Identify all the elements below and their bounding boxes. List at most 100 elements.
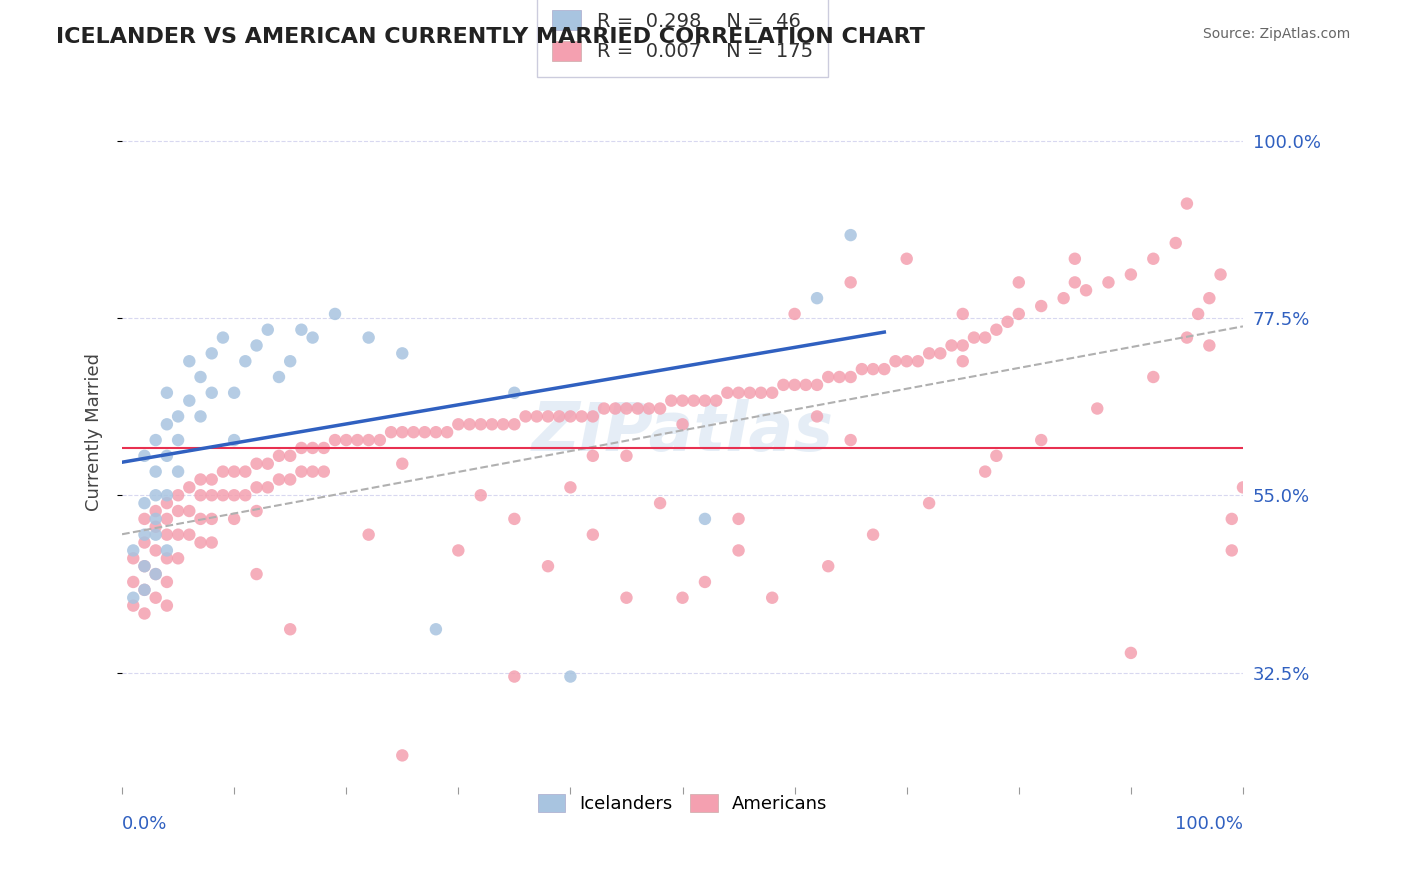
Point bbox=[1175, 196, 1198, 211]
Point bbox=[839, 433, 862, 447]
Y-axis label: Currently Married: Currently Married bbox=[86, 353, 103, 511]
Point bbox=[537, 559, 560, 574]
Point bbox=[963, 330, 986, 344]
Point bbox=[817, 370, 839, 384]
Point bbox=[772, 377, 794, 392]
Text: ICELANDER VS AMERICAN CURRENTLY MARRIED CORRELATION CHART: ICELANDER VS AMERICAN CURRENTLY MARRIED … bbox=[56, 27, 925, 46]
Point bbox=[851, 362, 873, 376]
Point bbox=[470, 417, 492, 432]
Point bbox=[783, 307, 806, 321]
Point bbox=[391, 346, 413, 360]
Point bbox=[828, 370, 851, 384]
Point bbox=[134, 559, 156, 574]
Point bbox=[212, 465, 235, 479]
Point bbox=[145, 512, 167, 526]
Point bbox=[1220, 512, 1243, 526]
Point bbox=[896, 354, 918, 368]
Point bbox=[682, 393, 704, 408]
Point bbox=[156, 417, 179, 432]
Point bbox=[918, 346, 941, 360]
Point bbox=[716, 385, 738, 400]
Point bbox=[380, 425, 402, 440]
Point bbox=[1063, 252, 1085, 266]
Point bbox=[986, 323, 1008, 337]
Point bbox=[761, 591, 783, 605]
Point bbox=[671, 591, 693, 605]
Point bbox=[537, 409, 560, 424]
Point bbox=[560, 669, 582, 683]
Point bbox=[335, 433, 357, 447]
Point bbox=[605, 401, 627, 416]
Point bbox=[671, 393, 693, 408]
Point bbox=[839, 228, 862, 243]
Point bbox=[290, 441, 312, 455]
Point bbox=[839, 276, 862, 290]
Point bbox=[470, 488, 492, 502]
Point bbox=[391, 457, 413, 471]
Point bbox=[627, 401, 650, 416]
Point bbox=[122, 574, 145, 589]
Point bbox=[179, 354, 201, 368]
Point bbox=[156, 385, 179, 400]
Point bbox=[526, 409, 548, 424]
Point bbox=[224, 385, 246, 400]
Point bbox=[704, 393, 727, 408]
Point bbox=[190, 370, 212, 384]
Point bbox=[156, 488, 179, 502]
Point bbox=[201, 385, 224, 400]
Point bbox=[582, 409, 605, 424]
Point bbox=[1031, 299, 1053, 313]
Point bbox=[616, 591, 638, 605]
Point bbox=[1119, 268, 1142, 282]
Point bbox=[693, 393, 716, 408]
Point bbox=[301, 465, 323, 479]
Point bbox=[256, 480, 278, 494]
Point bbox=[190, 488, 212, 502]
Point bbox=[1142, 252, 1164, 266]
Point bbox=[515, 409, 537, 424]
Point bbox=[145, 488, 167, 502]
Point bbox=[256, 323, 278, 337]
Point bbox=[145, 504, 167, 518]
Point bbox=[884, 354, 907, 368]
Point bbox=[167, 527, 190, 541]
Point bbox=[278, 473, 301, 487]
Point bbox=[201, 535, 224, 549]
Point bbox=[167, 433, 190, 447]
Point bbox=[817, 559, 839, 574]
Point bbox=[134, 535, 156, 549]
Point bbox=[1209, 268, 1232, 282]
Point bbox=[941, 338, 963, 352]
Point bbox=[986, 449, 1008, 463]
Point bbox=[1164, 235, 1187, 250]
Point bbox=[190, 473, 212, 487]
Text: Source: ZipAtlas.com: Source: ZipAtlas.com bbox=[1202, 27, 1350, 41]
Point bbox=[312, 465, 335, 479]
Point bbox=[907, 354, 929, 368]
Point bbox=[794, 377, 817, 392]
Point bbox=[134, 512, 156, 526]
Legend: Icelanders, Americans: Icelanders, Americans bbox=[523, 780, 842, 828]
Point bbox=[145, 591, 167, 605]
Point bbox=[839, 370, 862, 384]
Point bbox=[145, 567, 167, 582]
Point bbox=[727, 512, 749, 526]
Point bbox=[1175, 330, 1198, 344]
Point bbox=[368, 433, 391, 447]
Point bbox=[278, 449, 301, 463]
Point bbox=[481, 417, 503, 432]
Point bbox=[458, 417, 481, 432]
Point bbox=[167, 409, 190, 424]
Point bbox=[122, 543, 145, 558]
Point bbox=[346, 433, 368, 447]
Point bbox=[278, 622, 301, 636]
Point bbox=[997, 315, 1019, 329]
Point bbox=[134, 496, 156, 510]
Point bbox=[156, 599, 179, 613]
Point bbox=[190, 409, 212, 424]
Point bbox=[503, 669, 526, 683]
Point bbox=[1097, 276, 1119, 290]
Point bbox=[391, 748, 413, 763]
Point bbox=[156, 551, 179, 566]
Point bbox=[179, 393, 201, 408]
